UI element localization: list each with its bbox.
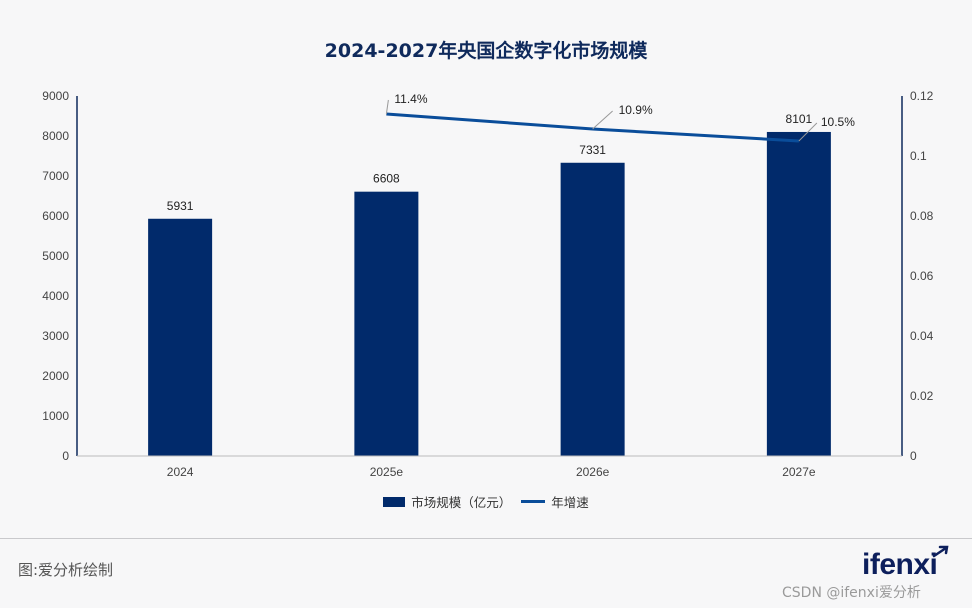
left-tick-label: 3000 — [42, 329, 69, 343]
legend-bar-swatch — [383, 496, 406, 507]
chart-title: 2024-2027年央国企数字化市场规模 — [324, 40, 648, 62]
x-tick-label: 2026e — [576, 465, 610, 479]
left-tick-label: 1000 — [42, 409, 69, 423]
growth-line-series: 11.4% 10.9% 10.5% — [385, 92, 855, 143]
bar-2027e[interactable] — [766, 131, 831, 456]
left-tick-label: 7000 — [42, 169, 69, 183]
left-axis: 0 1000 2000 3000 4000 5000 6000 7000 8000 9000 — [42, 89, 78, 463]
growth-value-label: 11.4% — [394, 92, 427, 106]
bar-value-label: 7331 — [579, 143, 606, 157]
x-tick-label: 2027e — [782, 465, 816, 479]
bar-value-label: 6608 — [373, 172, 400, 186]
watermark: CSDN @ifenxi爱分析 — [782, 585, 921, 601]
legend-item-bar[interactable]: 市场规模（亿元） — [383, 492, 511, 511]
growth-label-leader — [798, 122, 818, 142]
x-axis-ticks: 2024 2025e 2026e 2027e — [77, 455, 902, 479]
x-tick-label: 2024 — [167, 465, 194, 479]
right-tick-label: 0.1 — [910, 149, 927, 163]
bar-2026e[interactable] — [560, 162, 625, 456]
source-note: 图:爱分析绘制 — [18, 561, 114, 579]
right-tick-label: 0.04 — [910, 329, 934, 343]
growth-value-label: 10.9% — [619, 103, 653, 117]
left-tick-label: 9000 — [42, 89, 69, 103]
bar-value-label: 8101 — [786, 112, 813, 126]
bar-value-label: 5931 — [167, 199, 194, 213]
logo-arrow-icon — [932, 545, 949, 558]
right-tick-label: 0.12 — [910, 89, 934, 103]
footer-divider — [0, 538, 972, 539]
bar-2025e[interactable] — [354, 191, 419, 456]
right-axis: 0 0.02 0.04 0.06 0.08 0.1 0.12 — [901, 89, 934, 463]
ifenxi-logo: ifenxi — [862, 548, 938, 581]
left-tick-label: 0 — [62, 449, 69, 463]
x-tick-label: 2025e — [370, 465, 404, 479]
right-tick-label: 0 — [910, 449, 917, 463]
left-tick-label: 5000 — [42, 249, 69, 263]
left-tick-label: 8000 — [42, 129, 69, 143]
legend-line-swatch — [521, 500, 546, 503]
growth-value-label: 10.5% — [821, 115, 855, 129]
bar-series: 5931 6608 7331 8101 — [148, 112, 831, 456]
legend-item-line[interactable]: 年增速 — [521, 492, 589, 511]
growth-label-leader — [592, 110, 613, 130]
left-tick-label: 6000 — [42, 209, 69, 223]
legend-bar-label: 市场规模（亿元） — [411, 495, 512, 510]
growth-line[interactable] — [386, 112, 799, 143]
left-tick-label: 2000 — [42, 369, 69, 383]
left-tick-label: 4000 — [42, 289, 69, 303]
legend-line-label: 年增速 — [551, 495, 589, 510]
legend: 市场规模（亿元） 年增速 — [0, 492, 972, 511]
right-tick-label: 0.02 — [910, 389, 934, 403]
right-tick-label: 0.08 — [910, 209, 934, 223]
growth-label-leader — [385, 99, 389, 115]
right-tick-label: 0.06 — [910, 269, 934, 283]
bar-2024[interactable] — [148, 218, 213, 456]
